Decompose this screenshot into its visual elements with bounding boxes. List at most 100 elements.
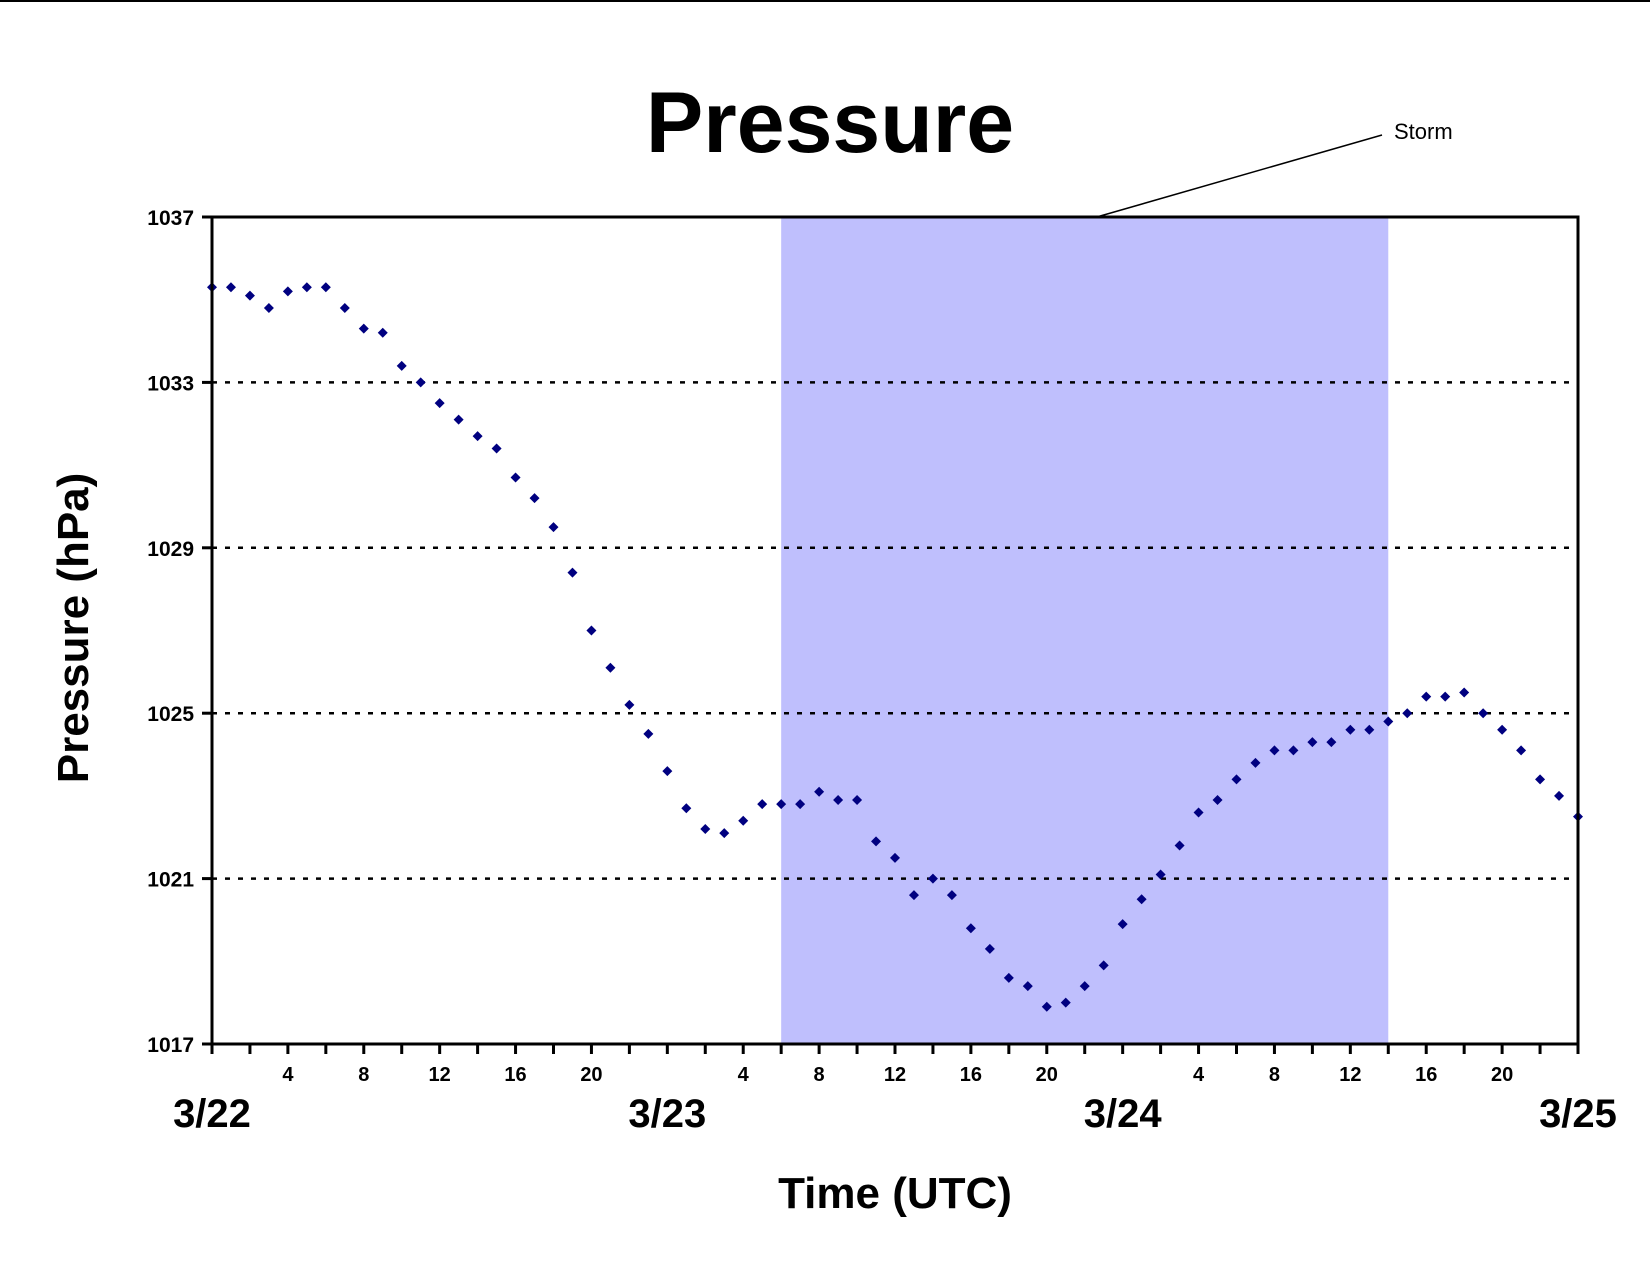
data-point	[244, 290, 255, 301]
data-point	[984, 943, 995, 954]
y-tick-label: 1017	[147, 1034, 194, 1057]
data-point	[1041, 1001, 1052, 1012]
y-tick-label: 1033	[147, 372, 194, 395]
y-axis: 1017 1021 1025 1029 1033 1037	[147, 207, 212, 1057]
data-point	[1098, 960, 1109, 971]
data-point	[529, 493, 540, 504]
data-point	[396, 360, 407, 371]
data-point	[1326, 737, 1337, 748]
day-tick-label: 3/23	[628, 1092, 706, 1136]
y-tick-label: 1025	[147, 703, 194, 726]
data-point	[1516, 745, 1527, 756]
data-points	[207, 282, 1583, 1012]
data-point	[700, 823, 711, 834]
data-point	[282, 286, 293, 297]
data-point	[1364, 724, 1375, 735]
data-point	[1345, 724, 1356, 735]
x-tick-label: 20	[1491, 1064, 1513, 1086]
data-point	[1117, 919, 1128, 930]
data-point	[548, 522, 559, 533]
x-tick-label: 8	[358, 1064, 369, 1086]
x-tick-label: 20	[580, 1064, 602, 1086]
data-point	[415, 377, 426, 388]
data-point	[662, 766, 673, 777]
data-point	[320, 282, 331, 293]
data-point	[624, 699, 635, 710]
x-tick-label: 12	[429, 1064, 451, 1086]
storm-annotation-label: Storm	[1394, 119, 1453, 144]
data-point	[833, 795, 844, 806]
data-point	[1402, 708, 1413, 719]
data-point	[225, 282, 236, 293]
data-point	[927, 873, 938, 884]
data-point	[472, 431, 483, 442]
data-point	[757, 799, 768, 810]
data-point	[1079, 981, 1090, 992]
day-tick-label: 3/22	[173, 1092, 251, 1136]
data-point	[738, 815, 749, 826]
data-point	[946, 890, 957, 901]
x-tick-label: 4	[282, 1064, 294, 1086]
data-point	[1174, 840, 1185, 851]
data-point	[1307, 737, 1318, 748]
y-axis-title: Pressure (hPa)	[49, 473, 98, 784]
x-tick-label: 8	[1269, 1064, 1280, 1086]
data-point	[434, 398, 445, 409]
data-point	[1440, 691, 1451, 702]
data-point	[719, 828, 730, 839]
chart-title: Pressure	[646, 75, 1014, 171]
x-tick-label: 4	[738, 1064, 750, 1086]
data-point	[491, 443, 502, 454]
y-tick-label: 1021	[147, 869, 194, 892]
data-point	[776, 799, 787, 810]
x-axis: 4 8 12 16 20 4 8 12 16 20 4 8 12 16 20 3/22 3/23 3/24 3/25	[173, 1044, 1617, 1136]
x-tick-label: 12	[1339, 1064, 1361, 1086]
storm-shaded-region	[781, 217, 1389, 1044]
data-point	[1003, 972, 1014, 983]
data-point	[643, 728, 654, 739]
data-point	[1022, 981, 1033, 992]
data-point	[1288, 745, 1299, 756]
data-point	[1269, 745, 1280, 756]
data-point	[1250, 757, 1261, 768]
data-point	[681, 803, 692, 814]
data-point	[1497, 724, 1508, 735]
data-point	[567, 567, 578, 578]
data-point	[1212, 795, 1223, 806]
data-point	[908, 890, 919, 901]
x-tick-label: 20	[1036, 1064, 1058, 1086]
x-tick-label: 16	[504, 1064, 526, 1086]
storm-annotation-leader-line	[1096, 134, 1383, 218]
x-tick-label: 16	[1415, 1064, 1437, 1086]
data-point	[871, 836, 882, 847]
data-point	[1383, 716, 1394, 727]
day-tick-label: 3/25	[1539, 1092, 1617, 1136]
data-point	[1136, 894, 1147, 905]
data-point	[1193, 807, 1204, 818]
data-point	[890, 852, 900, 863]
data-point	[795, 799, 806, 810]
data-point	[586, 625, 597, 636]
data-point	[358, 323, 369, 334]
data-point	[510, 472, 521, 483]
data-point	[377, 327, 388, 338]
data-point	[965, 923, 976, 934]
data-point	[1478, 708, 1489, 719]
data-point	[1459, 687, 1470, 698]
data-point	[1421, 691, 1432, 702]
data-point	[605, 662, 616, 673]
data-point	[814, 786, 825, 797]
y-tick-label: 1029	[147, 538, 194, 561]
data-point	[453, 414, 464, 425]
x-tick-label: 4	[1193, 1064, 1205, 1086]
data-point	[852, 795, 863, 806]
data-point	[263, 302, 274, 313]
y-tick-label: 1037	[147, 207, 194, 230]
data-point	[1155, 869, 1166, 880]
data-point	[1554, 790, 1565, 801]
x-tick-label: 8	[814, 1064, 825, 1086]
data-point	[1535, 774, 1546, 785]
x-tick-label: 16	[960, 1064, 982, 1086]
day-tick-label: 3/24	[1084, 1092, 1163, 1136]
